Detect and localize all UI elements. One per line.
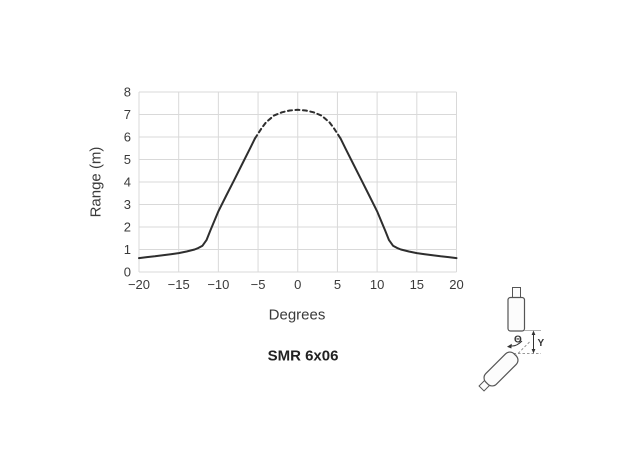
beam-pattern-dashed-peak	[253, 108, 342, 140]
chart-caption: SMR 6x06	[267, 347, 339, 365]
angle-arrow	[507, 340, 523, 349]
x-tick-label: −5	[251, 277, 266, 292]
y-tick-label: 1	[124, 242, 131, 257]
y-tick-label: 8	[124, 85, 131, 100]
y-tick-label: 0	[124, 265, 131, 280]
tilted-axis-line	[516, 341, 530, 356]
y-tick-label: 7	[124, 107, 131, 122]
vertical-sensor-cylinder	[507, 287, 526, 332]
x-axis-label: Degrees	[268, 306, 326, 324]
y-tick-label: 6	[124, 130, 131, 145]
sensor-geometry-diagram: Θ Y	[478, 287, 545, 392]
angle-theta-label: Θ	[514, 335, 522, 346]
beam-pattern-solid-right	[339, 137, 458, 260]
beam-pattern-solid-left	[138, 137, 256, 260]
chart-gridlines	[138, 91, 457, 273]
y-dimension-arrow	[531, 330, 536, 354]
range-curve	[138, 108, 458, 260]
y-tick-label: 4	[124, 175, 131, 190]
x-tick-label: 0	[294, 277, 301, 292]
axis-tick-labels: −20 −15 −10 −5 0 5 10 15 20 0 1 2 3 4 5 6 7 8	[124, 85, 464, 293]
x-tick-label: 20	[449, 277, 463, 292]
x-tick-label: 15	[410, 277, 424, 292]
x-tick-label: 10	[370, 277, 384, 292]
y-tick-label: 2	[124, 220, 131, 235]
x-tick-label: −15	[168, 277, 190, 292]
x-tick-label: −10	[207, 277, 229, 292]
y-tick-label: 3	[124, 197, 131, 212]
tilted-sensor-cylinder	[478, 351, 519, 392]
y-tick-label: 5	[124, 152, 131, 167]
x-tick-label: −20	[128, 277, 150, 292]
y-distance-label: Y	[538, 338, 545, 349]
x-tick-label: 5	[334, 277, 341, 292]
y-axis-label: Range (m)	[87, 146, 105, 218]
